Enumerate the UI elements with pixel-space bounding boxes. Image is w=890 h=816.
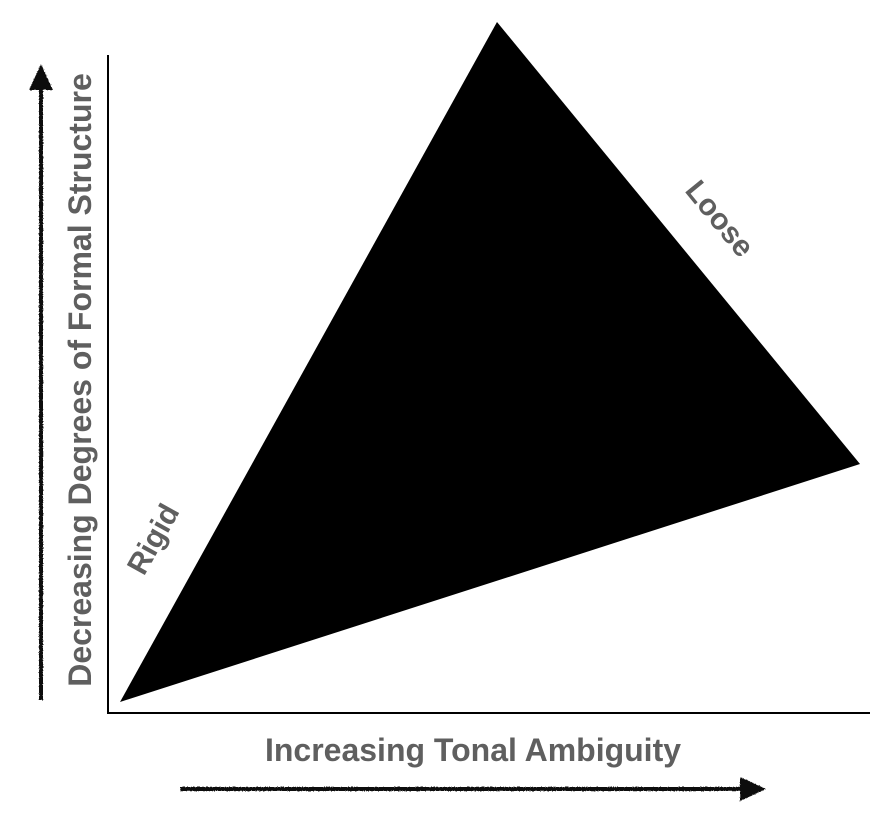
rigid-label: Rigid [121, 499, 186, 581]
triangle-shape [120, 22, 860, 702]
y-axis-arrow [29, 64, 53, 700]
loose-label: Loose [679, 174, 761, 263]
x-axis-label: Increasing Tonal Ambiguity [265, 732, 681, 768]
x-arrow-head-icon [740, 777, 766, 801]
y-arrow-head-icon [29, 64, 53, 90]
y-axis-label: Decreasing Degrees of Formal Structure [62, 73, 98, 687]
x-axis-arrow [180, 777, 766, 801]
